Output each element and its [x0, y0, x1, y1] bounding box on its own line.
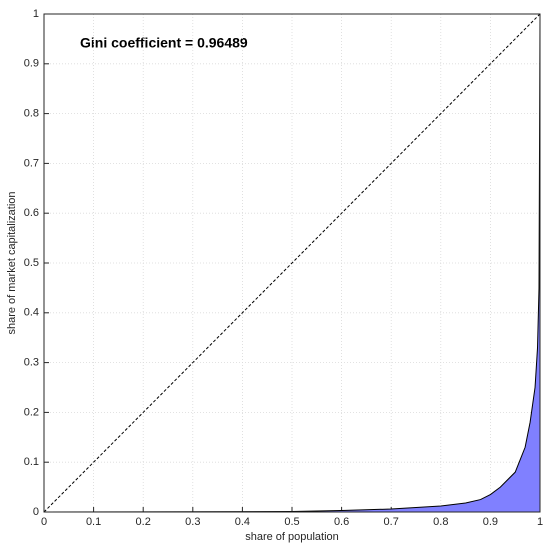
plot-frame — [43, 13, 541, 513]
curve — [43, 13, 541, 513]
y-tick-label: 0.4 — [24, 307, 39, 319]
y-tick-label: 0.9 — [24, 58, 39, 70]
x-tick-label: 0.3 — [185, 516, 200, 528]
y-tick-label: 0.6 — [24, 207, 39, 219]
x-tick-label: 0.7 — [384, 516, 399, 528]
x-axis-label: share of population — [245, 531, 339, 543]
x-tick-label: 0.1 — [86, 516, 101, 528]
y-axis-label: share of market capitalization — [6, 191, 18, 334]
x-tick-label: 0.2 — [136, 516, 151, 528]
x-tick-label: 0.6 — [334, 516, 349, 528]
y-tick-label: 0.7 — [24, 157, 39, 169]
line — [43, 13, 541, 513]
y-tick-label: 0.5 — [24, 257, 39, 269]
x-tick-label: 0.4 — [235, 516, 250, 528]
y-tick-label: 0.8 — [24, 108, 39, 120]
y-tick-label: 0.3 — [24, 357, 39, 369]
x-tick-label: 1 — [537, 516, 543, 528]
x-tick-label: 0.8 — [433, 516, 448, 528]
x-tick-label: 0 — [41, 516, 47, 528]
y-tick-label: 1 — [33, 8, 39, 20]
y-tick-label: 0.1 — [24, 456, 39, 468]
x-tick-label: 0.9 — [483, 516, 498, 528]
y-tick-label: 0 — [33, 506, 39, 518]
x-tick-label: 0.5 — [284, 516, 299, 528]
y-tick-label: 0.2 — [24, 406, 39, 418]
annotation: Gini coefficient = 0.96489 — [80, 35, 248, 51]
